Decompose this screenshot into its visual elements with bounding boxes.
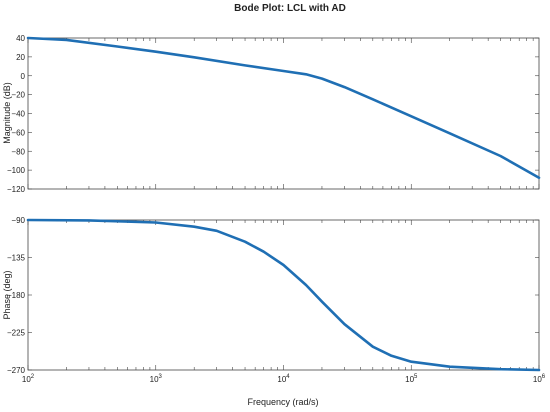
magnitude-y-tick-label: −60 xyxy=(11,128,25,137)
phase-y-tick-label: −90 xyxy=(11,216,25,225)
magnitude-y-tick-label: −20 xyxy=(11,91,25,100)
phase-axes-box xyxy=(27,219,540,371)
magnitude-y-tick-label: 20 xyxy=(16,53,25,62)
phase-y-tick-label: −225 xyxy=(7,329,26,338)
phase-x-tick-label: 106 xyxy=(533,374,546,384)
phase-y-tick-label: −270 xyxy=(7,366,26,375)
phase-x-tick-label: 105 xyxy=(405,374,418,384)
magnitude-y-tick-label: 40 xyxy=(16,34,25,43)
magnitude-y-tick-label: −80 xyxy=(11,147,25,156)
magnitude-axes-box xyxy=(27,37,540,190)
phase-x-tick-label: 104 xyxy=(277,374,290,384)
x-axis-label: Frequency (rad/s) xyxy=(247,397,318,407)
magnitude-y-tick-label: 0 xyxy=(21,72,26,81)
chart-title: Bode Plot: LCL with AD xyxy=(234,3,346,14)
phase-x-tick-label: 102 xyxy=(22,374,35,384)
magnitude-y-axis-label: Magnitude (dB) xyxy=(2,82,12,144)
phase-y-tick-label: −135 xyxy=(7,254,26,263)
magnitude-series-line xyxy=(26,36,541,179)
phase-series-line xyxy=(26,218,541,372)
magnitude-panel: 40 20 0 −20 −40 −60 −80 −100 −120 xyxy=(7,34,541,194)
phase-x-tick-label: 103 xyxy=(150,374,163,384)
phase-y-tick-label: −180 xyxy=(7,291,26,300)
magnitude-y-tick-label: −100 xyxy=(7,166,26,175)
magnitude-y-tick-label: −120 xyxy=(7,185,26,194)
magnitude-y-tick-label: −40 xyxy=(11,110,25,119)
phase-y-axis-label: Phase (deg) xyxy=(2,270,12,319)
